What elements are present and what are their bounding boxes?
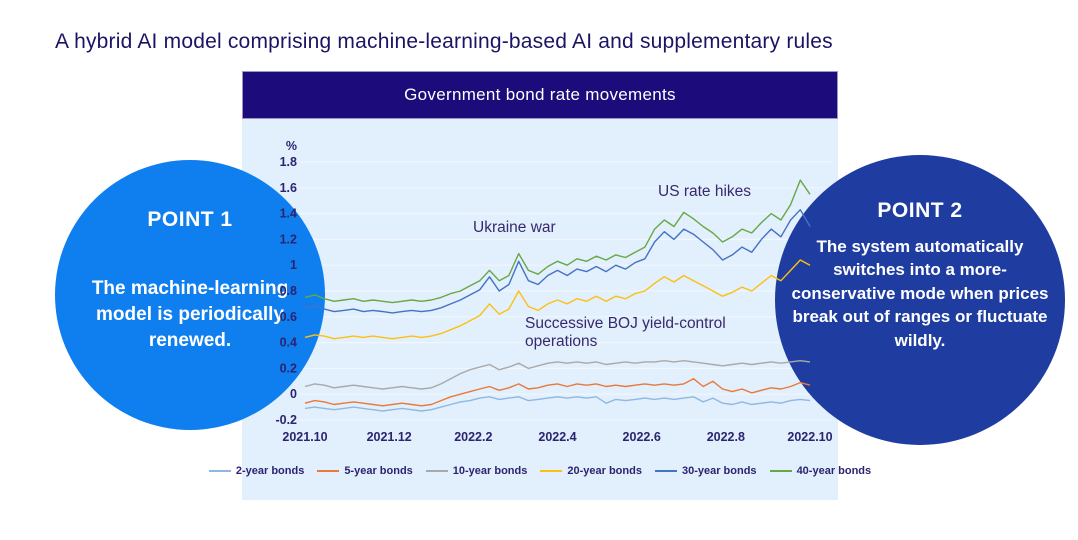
legend-item: 10-year bonds: [425, 465, 528, 477]
point-1-body: The machine-learning model is periodical…: [91, 278, 289, 352]
legend-swatch: [425, 470, 448, 472]
legend-swatch: [208, 470, 231, 472]
callout-point-1: POINT 1 The machine-learning model is pe…: [55, 160, 325, 430]
point-2-body: The system automatically switches into a…: [791, 237, 1049, 350]
legend-item: 20-year bonds: [540, 465, 642, 477]
legend-item: 2-year bonds: [208, 465, 305, 477]
chart-title: Government bond rate movements: [242, 71, 838, 119]
chart-plot-area: 2-year bonds 5-year bonds 10-year bonds 20-…: [208, 119, 871, 500]
chart-panel: Government bond rate movements 2-year bo…: [208, 71, 871, 500]
legend-label: 30-year bonds: [681, 465, 757, 477]
point-1-heading: POINT 1: [147, 208, 233, 231]
legend-label: 10-year bonds: [452, 465, 528, 477]
legend-label: 2-year bonds: [235, 465, 305, 477]
legend-label: 20-year bonds: [567, 465, 642, 477]
legend-swatch: [654, 470, 677, 472]
chart-legend: 2-year bonds 5-year bonds 10-year bonds 20-…: [208, 465, 871, 477]
point-2-heading: POINT 2: [877, 199, 963, 222]
legend-label: 5-year bonds: [344, 465, 413, 477]
legend-swatch: [769, 470, 792, 472]
legend-item: 40-year bonds: [769, 465, 872, 477]
callout-point-2: POINT 2 The system automatically switche…: [775, 155, 1065, 445]
chart-gridlines: [300, 161, 832, 421]
legend-label: 40-year bonds: [796, 465, 872, 477]
legend-swatch: [317, 470, 340, 472]
legend-item: 5-year bonds: [317, 465, 413, 477]
page-title: A hybrid AI model comprising machine-lea…: [55, 30, 833, 53]
legend-swatch: [540, 470, 563, 472]
legend-item: 30-year bonds: [654, 465, 757, 477]
